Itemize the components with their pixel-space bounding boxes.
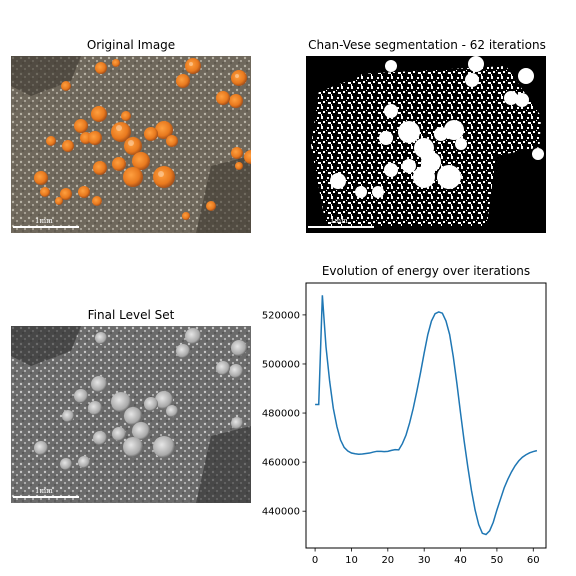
scale-bar-label: 1mm — [35, 217, 53, 225]
y-tick-label: 500000 — [262, 359, 300, 370]
x-tick-label: 0 — [312, 555, 318, 566]
scale-bar — [308, 226, 374, 228]
x-tick-label: 10 — [345, 555, 358, 566]
level-set-title: Final Level Set — [87, 308, 175, 322]
x-tick-label: 60 — [527, 555, 540, 566]
original-image-panel: 1mm — [11, 56, 251, 233]
scale-bar — [13, 496, 79, 498]
x-tick-label: 40 — [454, 555, 467, 566]
segmentation-image — [306, 56, 546, 233]
scale-bar-label: 1mm — [35, 487, 53, 495]
x-tick-label: 20 — [381, 555, 394, 566]
segmentation-panel: 1mm — [306, 56, 546, 233]
original-image-title: Original Image — [86, 38, 176, 52]
y-tick-label: 440000 — [262, 507, 300, 518]
y-tick-label: 480000 — [262, 409, 300, 420]
x-axis: 0 10 20 30 40 50 60 — [312, 548, 540, 566]
x-tick-label: 30 — [418, 555, 431, 566]
energy-series-line — [315, 295, 538, 536]
scale-bar — [13, 226, 79, 228]
level-set-image — [11, 326, 251, 503]
x-tick-label: 50 — [491, 555, 504, 566]
segmentation-title: Chan-Vese segmentation - 62 iterations — [308, 38, 546, 52]
y-tick-label: 460000 — [262, 458, 300, 469]
chart-title: Evolution of energy over iterations — [322, 264, 530, 278]
y-tick-label: 520000 — [262, 310, 300, 321]
scale-bar-label: 1mm — [330, 217, 348, 225]
original-image — [11, 56, 251, 233]
plot-frame — [305, 282, 547, 549]
level-set-panel: 1mm — [11, 326, 251, 503]
y-axis: 440000 460000 480000 500000 520000 — [262, 310, 306, 518]
